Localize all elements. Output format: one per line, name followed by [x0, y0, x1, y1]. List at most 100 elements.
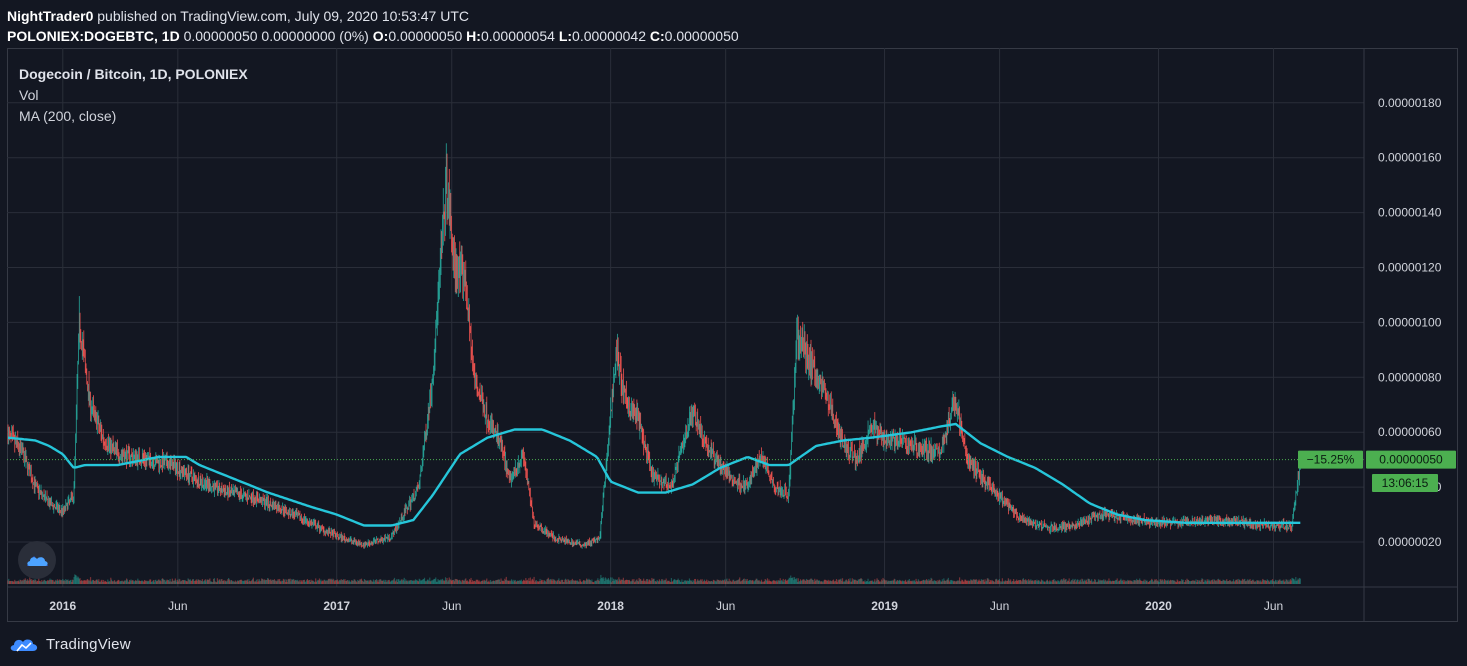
volume-bar: [484, 581, 486, 584]
volume-bar: [1133, 580, 1135, 584]
volume-bar: [510, 580, 512, 584]
volume-bar: [433, 578, 435, 584]
volume-bar: [131, 580, 133, 584]
legend-symbol-title[interactable]: Dogecoin / Bitcoin, 1D, POLONIEX: [19, 66, 248, 82]
volume-bar: [1033, 581, 1035, 584]
volume-bar: [949, 580, 952, 584]
volume-bar: [921, 580, 923, 584]
volume-bar: [609, 580, 611, 584]
volume-bar: [513, 580, 516, 584]
volume-bar: [81, 581, 83, 584]
volume-bar: [833, 581, 835, 584]
volume-bar: [565, 578, 567, 584]
volume-bar: [1286, 580, 1289, 584]
volume-bar: [118, 580, 120, 584]
volume-bar: [1187, 579, 1190, 584]
volume-bar: [363, 581, 365, 584]
volume-bar: [336, 579, 339, 584]
volume-bar: [932, 581, 934, 584]
volume-bar: [651, 577, 653, 584]
volume-bar: [685, 581, 688, 584]
volume-bar: [219, 581, 221, 584]
legend-volume[interactable]: Vol: [19, 87, 39, 103]
volume-bar: [1273, 581, 1275, 584]
volume-bar: [688, 578, 691, 584]
volume-bar: [193, 580, 195, 584]
volume-bar: [1030, 579, 1032, 584]
volume-bar: [550, 580, 552, 584]
volume-bar: [1167, 579, 1169, 584]
volume-bar: [492, 580, 494, 584]
volume-bar: [357, 579, 359, 584]
volume-bar: [161, 578, 163, 584]
volume-bar: [1129, 581, 1131, 584]
volume-bar: [703, 580, 705, 584]
tradingview-watermark-icon[interactable]: [18, 541, 56, 579]
publisher-name[interactable]: NightTrader0: [7, 8, 94, 24]
volume-bar: [1244, 581, 1247, 584]
volume-bar: [445, 580, 447, 584]
volume-bar: [432, 580, 434, 584]
volume-bar: [1037, 581, 1039, 584]
volume-bar: [930, 577, 932, 584]
volume-bar: [775, 581, 777, 584]
volume-bar: [1097, 581, 1099, 584]
volume-bar: [195, 580, 197, 584]
volume-bar: [337, 581, 339, 584]
volume-bar: [473, 580, 475, 584]
price-tick-label: 0.00000080: [1378, 370, 1442, 384]
volume-bar: [670, 582, 672, 584]
volume-bar: [740, 581, 742, 584]
volume-bar: [38, 578, 40, 584]
volume-bar: [823, 579, 826, 584]
volume-bar: [149, 579, 152, 584]
volume-bar: [1250, 580, 1252, 584]
volume-bar: [333, 581, 336, 584]
volume-bar: [1217, 579, 1219, 584]
volume-bar: [861, 579, 863, 584]
volume-bar: [706, 582, 709, 584]
volume-bar: [305, 581, 307, 584]
volume-bar: [1169, 580, 1171, 584]
volume-bar: [943, 578, 945, 584]
volume-bar: [1229, 580, 1232, 584]
volume-bar: [1034, 580, 1036, 584]
volume-bar: [350, 581, 352, 584]
volume-bar: [56, 580, 58, 584]
volume-bar: [1048, 582, 1050, 584]
volume-bar: [981, 580, 983, 584]
price-chart[interactable]: 0.000000200.000000400.000000600.00000080…: [7, 48, 1458, 622]
tradingview-brand[interactable]: TradingView: [46, 635, 131, 653]
volume-bar: [619, 580, 621, 584]
volume-bar: [1011, 581, 1013, 584]
volume-bar: [1003, 580, 1005, 584]
volume-bar: [1095, 581, 1097, 584]
legend-ma[interactable]: MA (200, close): [19, 108, 117, 124]
volume-bar: [980, 579, 982, 584]
volume-bar: [723, 580, 725, 584]
volume-bar: [1130, 580, 1132, 584]
volume-bar: [765, 579, 767, 584]
volume-bar: [784, 579, 787, 584]
volume-bar: [245, 580, 247, 584]
volume-bar: [973, 579, 975, 584]
volume-bar: [182, 580, 184, 584]
volume-bar: [296, 580, 298, 584]
volume-bar: [17, 580, 20, 584]
time-axis[interactable]: 2016 Jun 2017 Jun 2018 Jun 2019 Jun 2020 Jun: [49, 599, 1283, 613]
volume-bar: [709, 581, 712, 584]
volume-bar: [707, 580, 709, 584]
volume-bar: [733, 581, 736, 584]
volume-bar: [757, 580, 760, 584]
volume-bar: [614, 579, 616, 584]
volume-bar: [134, 580, 136, 584]
volume-bar: [1208, 579, 1210, 584]
volume-bar: [1151, 578, 1153, 584]
volume-bar: [883, 579, 885, 584]
volume-bar: [294, 579, 297, 584]
volume-bar: [1130, 581, 1133, 584]
volume-bar: [255, 581, 257, 584]
volume-bar: [325, 580, 327, 584]
volume-bar: [968, 581, 970, 584]
volume-bar: [507, 580, 510, 584]
